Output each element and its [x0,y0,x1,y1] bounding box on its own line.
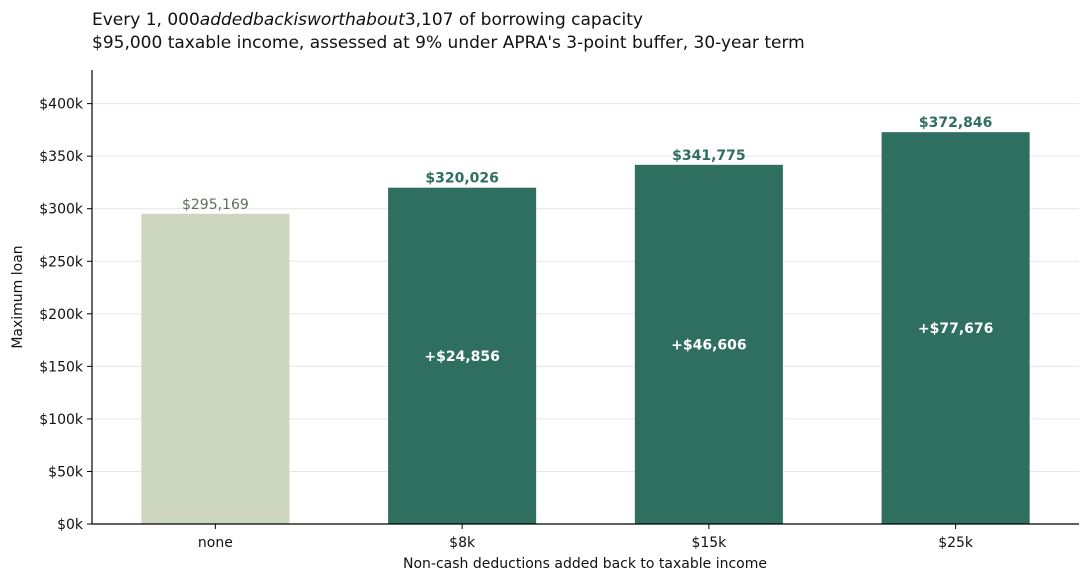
axes [87,70,1079,529]
y-tick-label: $200k [39,307,84,323]
x-tick-label: $25k [938,535,974,551]
bar-value-label: $341,775 [672,148,746,164]
y-tick-label: $0k [57,517,84,533]
bar-baseline [141,213,290,524]
x-tick-label: none [198,535,233,551]
x-tick-label: $8k [449,535,476,551]
x-axis-label: Non-cash deductions added back to taxabl… [403,556,767,572]
bar-increment-label: +$46,606 [671,337,747,353]
y-tick-label: $50k [48,464,84,480]
y-tick-label: $250k [39,254,84,270]
bar-value-label: $320,026 [425,171,499,187]
bar-increment-label: +$24,856 [424,349,500,365]
y-tick-label: $100k [39,412,84,428]
bar-added-back [388,187,537,524]
y-tick-label: $300k [39,202,84,218]
y-tick-label: $350k [39,149,84,165]
labels: $0k $50k $100k $150k $200k $250k $300k $350k $40… [39,97,993,551]
bar-added-back [881,132,1030,524]
y-axis-label: Maximum loan [10,245,26,348]
bar-added-back [634,164,783,524]
chart-title: Every 1, 000addedbackisworthabout3,107 o… [92,10,643,30]
y-tick-label: $150k [39,359,84,375]
x-tick-label: $15k [691,535,727,551]
bar-increment-label: +$77,676 [918,321,994,337]
title-part-1: Every 1, 000 [92,10,200,30]
bar-value-label: $372,846 [919,115,993,131]
bar-value-label: $295,169 [182,197,249,213]
chart-subtitle: $95,000 taxable income, assessed at 9% u… [92,33,805,53]
y-tick-label: $400k [39,97,84,113]
bars [141,132,1030,524]
title-part-2: addedbackisworthabout [199,10,405,30]
title-part-3: 3,107 of borrowing capacity [404,10,643,30]
